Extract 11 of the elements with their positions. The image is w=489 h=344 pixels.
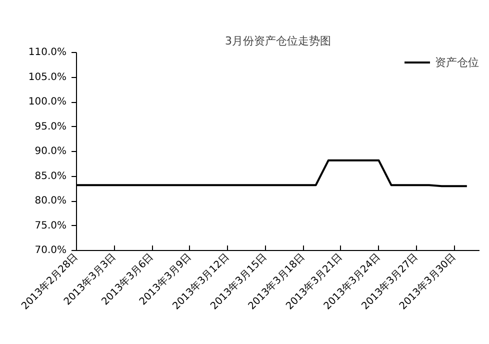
legend-label: 资产仓位: [435, 54, 479, 70]
y-tick-label: 80.0%: [34, 196, 67, 206]
chart-title: 3月份资产仓位走势图: [225, 34, 331, 48]
y-tick-label: 100.0%: [28, 96, 67, 108]
y-tick-label: 70.0%: [34, 245, 67, 256]
y-tick-label: 95.0%: [34, 121, 67, 132]
y-tick-label: 85.0%: [34, 170, 67, 182]
y-tick-label: 105.0%: [28, 72, 67, 83]
y-tick-label: 90.0%: [34, 146, 67, 157]
y-tick-label: 110.0%: [28, 47, 67, 58]
y-tick-label: 75.0%: [34, 220, 67, 232]
